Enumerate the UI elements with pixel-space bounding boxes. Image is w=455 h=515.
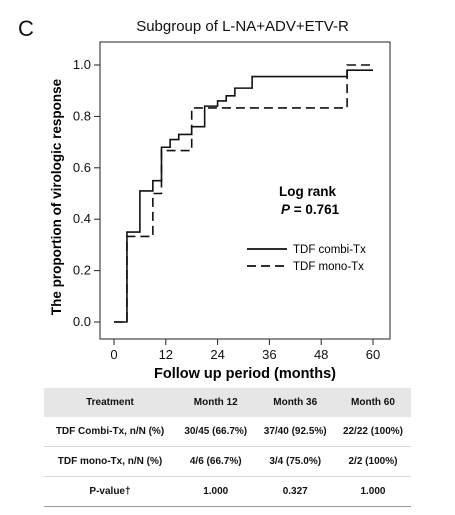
y-tick-label: 1.0 <box>73 57 91 72</box>
y-tick-label: 0.0 <box>73 314 91 329</box>
table-cell: 2/2 (100%) <box>334 446 411 477</box>
panel-letter: C <box>18 16 34 41</box>
x-axis-label: Follow up period (months) <box>154 366 336 382</box>
table-row: TDF mono-Tx, n/N (%) 4/6 (66.7%) 3/4 (75… <box>44 446 411 477</box>
results-table: Treatment Month 12 Month 36 Month 60 TDF… <box>44 388 411 507</box>
y-tick-label: 0.8 <box>73 108 91 123</box>
table-cell: 30/45 (66.7%) <box>176 417 256 447</box>
y-axis-label: The proportion of virologic response <box>49 78 64 315</box>
table-row: TDF Combi-Tx, n/N (%) 30/45 (66.7%) 37/4… <box>44 417 411 447</box>
table-header-cell: Month 36 <box>255 388 335 417</box>
table-cell: 1.000 <box>176 476 256 507</box>
series-line-mono <box>114 64 373 323</box>
x-tick-label: 24 <box>210 347 224 362</box>
x-tick-label: 60 <box>366 347 380 362</box>
p-symbol: P <box>281 202 291 217</box>
x-tick-label: 0 <box>110 347 117 362</box>
legend-label: TDF mono-Tx <box>293 261 364 273</box>
table-cell: 1.000 <box>334 476 411 507</box>
table-cell: 37/40 (92.5%) <box>255 417 335 447</box>
log-rank-label: Log rank <box>279 184 336 199</box>
x-axis: 0 12 24 36 48 60 <box>110 339 380 362</box>
table-header-cell: Month 12 <box>176 388 256 417</box>
y-axis: 0.0 0.2 0.4 0.6 0.8 1.0 <box>73 57 100 329</box>
table-header-cell: Month 60 <box>334 388 411 417</box>
table-row: P-value† 1.000 0.327 1.000 <box>44 476 411 507</box>
chart-title: Subgroup of L-NA+ADV+ETV-R <box>136 18 349 35</box>
table-cell: P-value† <box>44 476 176 507</box>
x-tick-label: 48 <box>314 347 328 362</box>
x-tick-label: 12 <box>159 347 173 362</box>
table-cell: 22/22 (100%) <box>334 417 411 447</box>
legend: TDF combi-Tx TDF mono-Tx <box>247 244 366 273</box>
series-layer <box>114 64 373 323</box>
table-cell: 3/4 (75.0%) <box>255 446 335 477</box>
table-cell: 0.327 <box>255 476 335 507</box>
table-header-row: Treatment Month 12 Month 36 Month 60 <box>44 388 411 417</box>
x-tick-label: 36 <box>262 347 276 362</box>
y-tick-label: 0.2 <box>73 263 91 278</box>
y-tick-label: 0.4 <box>73 211 91 226</box>
km-chart: 0.0 0.2 0.4 0.6 0.8 1.0 0 12 24 36 48 60 The propo… <box>49 41 391 382</box>
p-value-label: P = 0.761 <box>281 202 340 217</box>
table-cell: TDF mono-Tx, n/N (%) <box>44 446 176 477</box>
legend-label: TDF combi-Tx <box>293 244 366 256</box>
table-cell: TDF Combi-Tx, n/N (%) <box>44 417 176 447</box>
table-header-cell: Treatment <box>44 388 176 417</box>
plot-frame <box>99 41 391 340</box>
p-rest: = 0.761 <box>290 202 340 217</box>
table-cell: 4/6 (66.7%) <box>176 446 256 477</box>
y-tick-label: 0.6 <box>73 160 91 175</box>
